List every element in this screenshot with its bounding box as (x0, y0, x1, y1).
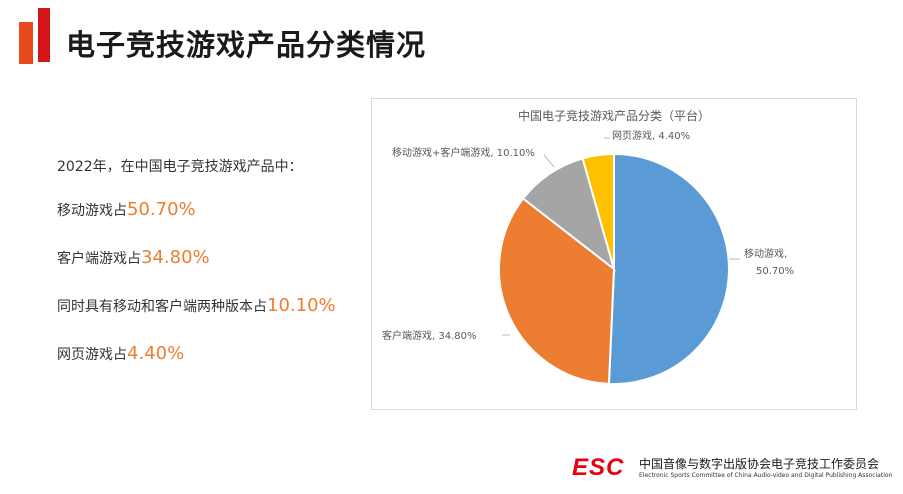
footer-org-en: Electronic Sports Committee of China Aud… (639, 472, 893, 479)
summary-item-label: 客户端游戏占 (57, 251, 141, 267)
summary-item-web: 网页游戏占4.40% (57, 342, 336, 366)
pie-data-label-client: 客户端游戏, 34.80% (382, 329, 477, 342)
pie-slice-client (498, 197, 616, 385)
esc-logo-text: ESC (572, 454, 624, 479)
pie-slice-web (581, 152, 615, 270)
pie-slice-both (521, 157, 616, 272)
summary-item-label: 移动游戏占 (57, 203, 127, 219)
pie-chart: 移动游戏, 50.70% 客户端游戏, 34.80% 移动游戏+客户端游戏, 10.1… (382, 129, 794, 385)
summary-item-both: 同时具有移动和客户端两种版本占10.10% (57, 294, 336, 318)
summary-item-value: 4.40% (127, 343, 185, 364)
summary-list: 2022年，在中国电子竞技游戏产品中： 移动游戏占50.70% 客户端游戏占34… (57, 156, 336, 390)
summary-item-label: 同时具有移动和客户端两种版本占 (57, 299, 267, 315)
pie-chart-frame: 中国电子竞技游戏产品分类（平台） 移动游戏, 50.70% 客户端游戏, 34.80… (371, 98, 857, 410)
esc-logo: ESC (572, 454, 624, 479)
chart-title: 中国电子竞技游戏产品分类（平台） (517, 109, 710, 123)
pie-slice-mobile (607, 152, 730, 385)
page-title: 电子竞技游戏产品分类情况 (66, 28, 427, 62)
pie-label-leader-both (543, 154, 555, 168)
summary-item-client: 客户端游戏占34.80% (57, 246, 336, 270)
summary-item-label: 网页游戏占 (57, 347, 127, 363)
footer-org-cn: 中国音像与数字出版协会电子竞技工作委员会 (639, 457, 880, 471)
pie-data-label-mobile-1: 50.70% (756, 266, 794, 277)
pie-data-label-mobile-0: 移动游戏, (744, 247, 787, 260)
summary-item-value: 34.80% (141, 247, 210, 268)
pie-data-label-web: 网页游戏, 4.40% (612, 129, 690, 142)
summary-item-value: 50.70% (127, 199, 196, 220)
title-accent-bar-orange (19, 22, 33, 64)
pie-data-label-both: 移动游戏+客户端游戏, 10.10% (392, 146, 535, 159)
summary-item-mobile: 移动游戏占50.70% (57, 198, 336, 222)
summary-item-value: 10.10% (267, 295, 336, 316)
title-accent-bar-red (38, 8, 50, 62)
summary-intro: 2022年，在中国电子竞技游戏产品中： (57, 159, 303, 175)
